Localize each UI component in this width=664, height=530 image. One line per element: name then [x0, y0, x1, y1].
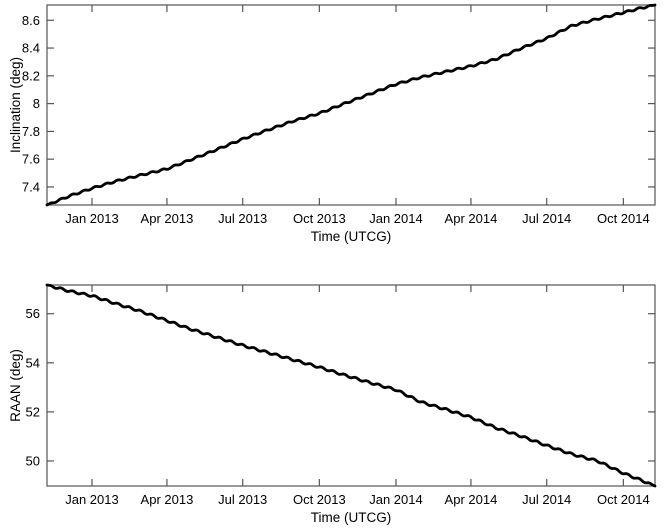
- y-tick-label: 56: [26, 306, 40, 321]
- x-tick-label: Oct 2014: [597, 211, 650, 226]
- x-tick-label: Jul 2013: [218, 492, 267, 507]
- y-axis-label: Inclination (deg): [8, 57, 23, 153]
- inclination-chart-svg: Jan 2013 Apr 2013 Jul 2013 Oct 2013 Jan 2014…: [8, 3, 657, 244]
- y-tick-label: 54: [26, 355, 40, 370]
- x-tick-label: Jul 2014: [522, 211, 571, 226]
- y-tick-label: 7.4: [22, 179, 40, 194]
- x-tick-label: Apr 2014: [445, 492, 498, 507]
- x-tick-label: Apr 2013: [141, 492, 194, 507]
- inclination-plot: Jan 2013 Apr 2013 Jul 2013 Oct 2013 Jan 2014…: [8, 3, 657, 244]
- y-tick-label: 8.2: [22, 68, 40, 83]
- x-tick-label: Apr 2014: [445, 211, 498, 226]
- x-tick-label: Oct 2013: [293, 211, 346, 226]
- y-tick-label: 7.8: [22, 124, 40, 139]
- y-tick-label: 8.6: [22, 13, 40, 28]
- x-axis-label: Time (UTCG): [311, 510, 392, 525]
- y-tick-label: 8: [33, 96, 40, 111]
- y-axis-label: RAAN (deg): [8, 349, 23, 422]
- x-tick-label: Jul 2014: [522, 492, 571, 507]
- inclination-curve: [45, 3, 657, 207]
- plot-box: [46, 284, 656, 487]
- plot-box: [46, 4, 656, 206]
- y-tick-label: 52: [26, 404, 40, 419]
- x-tick-label: Jan 2013: [65, 211, 119, 226]
- x-axis-label: Time (UTCG): [311, 229, 392, 244]
- y-tick-label: 8.4: [22, 41, 40, 56]
- y-tick-label: 50: [26, 453, 40, 468]
- raan-chart-svg: Jan 2013 Apr 2013 Jul 2013 Oct 2013 Jan 2014…: [8, 283, 657, 525]
- x-tick-label: Oct 2014: [597, 492, 650, 507]
- x-tick-label: Jul 2013: [218, 211, 267, 226]
- raan-plot: Jan 2013 Apr 2013 Jul 2013 Oct 2013 Jan 2014…: [0, 265, 664, 530]
- x-tick-label: Apr 2013: [141, 211, 194, 226]
- x-tick-label: Jan 2014: [369, 211, 423, 226]
- x-tick-label: Jan 2013: [65, 492, 119, 507]
- raan-curve: [45, 283, 657, 488]
- y-tick-label: 7.6: [22, 152, 40, 167]
- x-tick-label: Jan 2014: [369, 492, 423, 507]
- x-tick-label: Oct 2013: [293, 492, 346, 507]
